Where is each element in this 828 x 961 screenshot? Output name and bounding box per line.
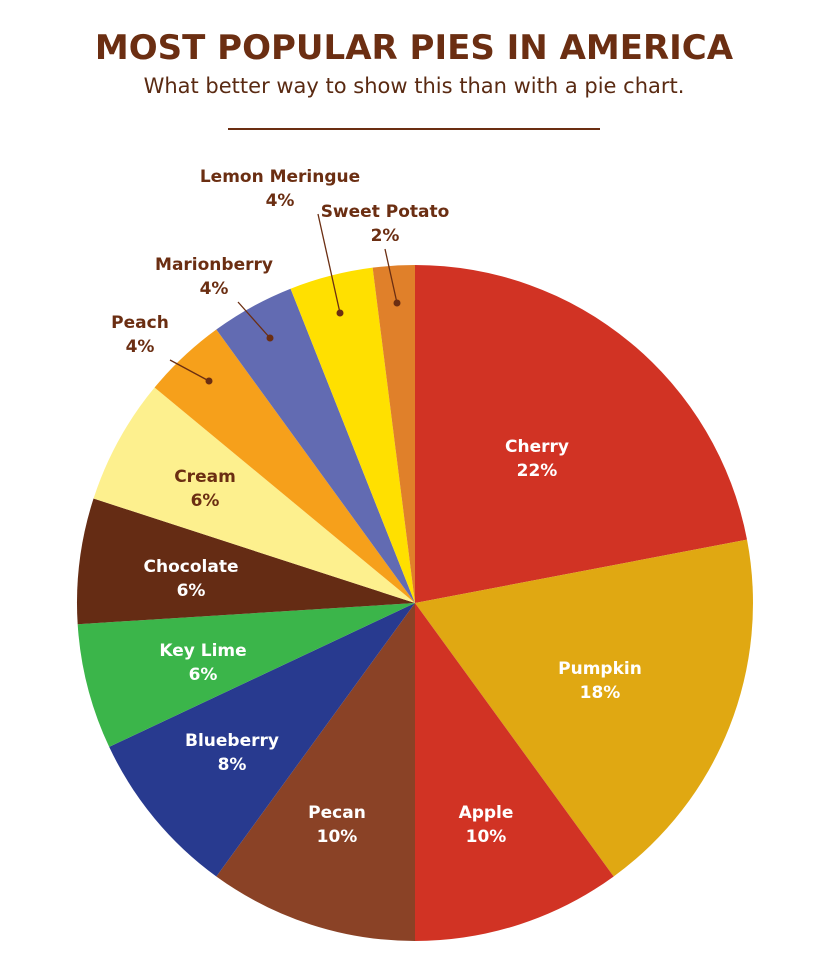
leader-line [317, 213, 341, 314]
slice-percent-label: 4% [126, 337, 155, 357]
slice-name-label: Apple [459, 803, 514, 823]
pie-slice-marionberry [216, 288, 415, 603]
slice-percent-label: 10% [317, 827, 358, 847]
slice-name-label: Key Lime [159, 641, 246, 661]
leader-dot [393, 299, 401, 307]
slice-name-label: Marionberry [155, 255, 273, 275]
pie-slice-apple [415, 603, 614, 941]
slice-percent-label: 6% [191, 491, 220, 511]
chart-title: MOST POPULAR PIES IN AMERICA [94, 28, 734, 68]
slice-percent-label: 10% [466, 827, 507, 847]
pie-slice-sweet-potato [372, 265, 415, 603]
slice-percent-label: 8% [218, 755, 247, 775]
pie-slice-peach [154, 329, 415, 603]
slice-percent-label: 2% [371, 226, 400, 246]
pie-slice-key-lime [77, 603, 416, 747]
pie-slice-lemon-meringue [290, 267, 415, 603]
slice-name-label: Cream [174, 467, 236, 487]
slice-percent-label: 6% [189, 665, 218, 685]
slice-percent-label: 18% [580, 683, 621, 703]
slice-name-label: Lemon Meringue [200, 167, 360, 187]
leader-dot [266, 334, 274, 342]
pie-slice-pecan [216, 603, 415, 941]
slice-percent-label: 4% [266, 191, 295, 211]
pie-slice-cherry [415, 265, 748, 603]
slice-name-label: Pecan [308, 803, 366, 823]
slice-name-label: Blueberry [185, 731, 279, 751]
leader-line [384, 248, 398, 304]
slice-name-label: Peach [111, 313, 169, 333]
pie-slice-cream [93, 387, 415, 603]
slice-name-label: Sweet Potato [321, 202, 450, 222]
pie-slice-pumpkin [415, 539, 753, 877]
pie-slice-blueberry [109, 603, 415, 877]
leader-line [237, 301, 271, 339]
leader-dot [336, 309, 344, 317]
slice-percent-label: 22% [517, 461, 558, 481]
slice-percent-label: 6% [177, 581, 206, 601]
leader-line [169, 359, 210, 382]
slice-percent-label: 4% [200, 279, 229, 299]
slice-name-label: Pumpkin [558, 659, 642, 679]
slice-name-label: Chocolate [144, 557, 239, 577]
slice-name-label: Cherry [505, 437, 569, 457]
divider [228, 128, 600, 130]
pie-slice-chocolate [77, 498, 415, 625]
leader-dot [205, 377, 213, 385]
chart-subtitle: What better way to show this than with a… [143, 74, 685, 98]
